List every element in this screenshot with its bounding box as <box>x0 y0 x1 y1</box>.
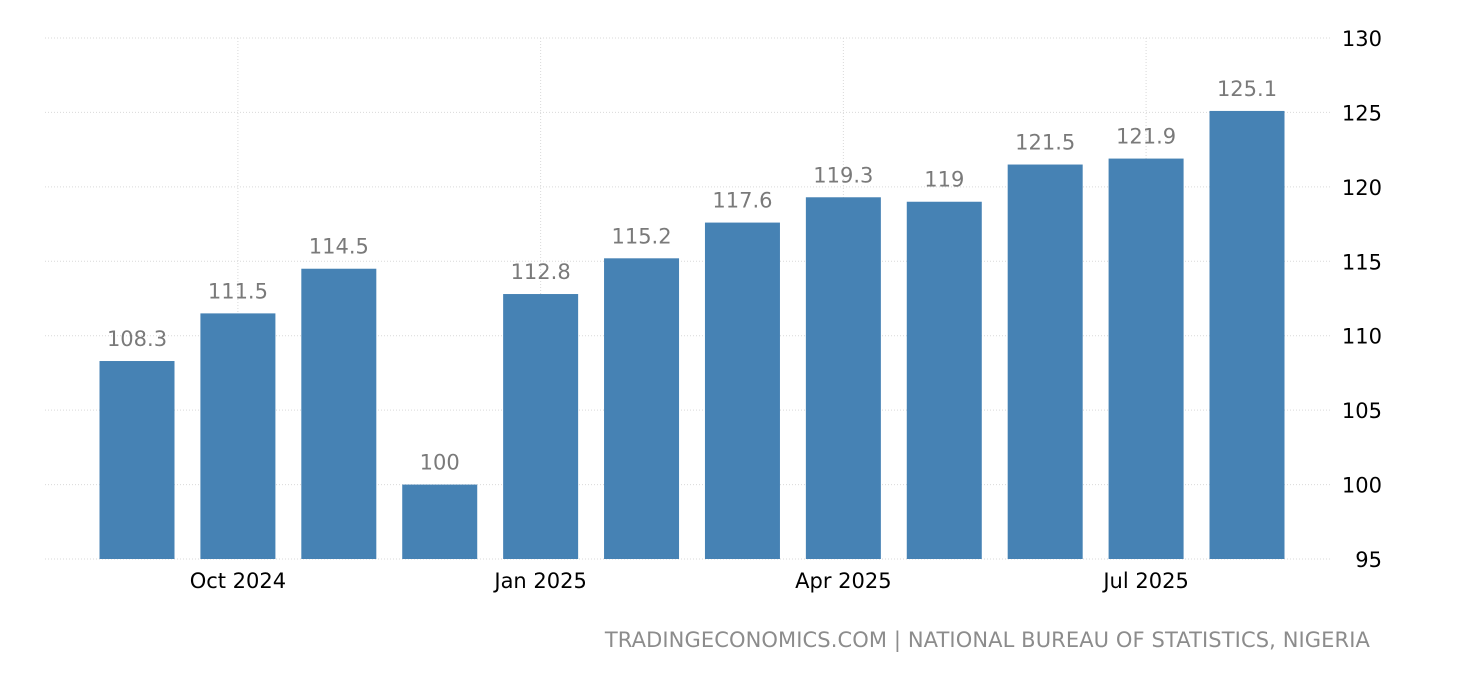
bar-value-label: 108.3 <box>107 327 167 351</box>
x-tick-label: Jul 2025 <box>1101 569 1188 593</box>
y-tick-label: 110 <box>1342 325 1382 349</box>
source-attribution: TRADINGECONOMICS.COM | NATIONAL BUREAU O… <box>604 628 1370 652</box>
bar <box>301 268 377 559</box>
value-labels: 108.3 111.5 114.5 100 112.8 115.2 117.6 119.3 11… <box>107 77 1277 475</box>
bars <box>99 110 1285 559</box>
y-tick-label: 130 <box>1342 27 1382 51</box>
y-tick-label: 95 <box>1355 548 1382 572</box>
bar <box>805 197 881 559</box>
bar <box>99 361 175 559</box>
bar-value-label: 121.9 <box>1116 125 1176 149</box>
x-axis: Oct 2024 Jan 2025 Apr 2025 Jul 2025 <box>190 569 1189 593</box>
bar <box>200 313 276 559</box>
y-tick-label: 105 <box>1342 399 1382 423</box>
bar-value-label: 125.1 <box>1217 77 1277 101</box>
x-tick-label: Oct 2024 <box>190 569 286 593</box>
bar-value-label: 117.6 <box>712 189 772 213</box>
bar-value-label: 100 <box>420 451 460 475</box>
y-tick-label: 125 <box>1342 101 1382 125</box>
y-tick-label: 120 <box>1342 176 1382 200</box>
bar <box>503 294 579 559</box>
bar <box>1108 158 1184 559</box>
bar <box>402 484 478 559</box>
y-tick-label: 100 <box>1342 474 1382 498</box>
bar-value-label: 119 <box>924 168 964 192</box>
x-tick-label: Jan 2025 <box>492 569 587 593</box>
grid-lines <box>45 37 1330 560</box>
x-tick-label: Apr 2025 <box>795 569 891 593</box>
bar-value-label: 121.5 <box>1015 131 1075 155</box>
bar <box>604 258 680 559</box>
bar-value-label: 119.3 <box>813 163 873 187</box>
bar-value-label: 115.2 <box>611 224 671 248</box>
y-axis: 95 100 105 110 115 120 125 130 <box>1342 27 1382 572</box>
bar <box>906 201 982 559</box>
bar-value-label: 114.5 <box>309 235 369 259</box>
bar <box>1209 110 1285 559</box>
bar-value-label: 111.5 <box>208 279 268 303</box>
y-tick-label: 115 <box>1342 250 1382 274</box>
bar-value-label: 112.8 <box>511 260 571 284</box>
bar <box>1007 164 1083 559</box>
bar <box>704 222 780 559</box>
